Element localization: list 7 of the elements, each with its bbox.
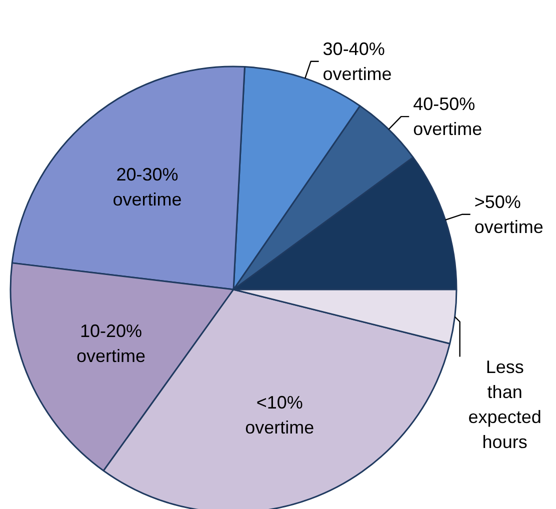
slice-label: 40-50% overtime bbox=[413, 94, 482, 140]
slice-label: >50% overtime bbox=[474, 192, 544, 237]
slice-label: 10-20% overtime bbox=[76, 320, 146, 366]
slice-label: 20-30% overtime bbox=[112, 164, 182, 210]
slice-label: <10% overtime bbox=[245, 392, 314, 438]
slice-label: Less than expected hours bbox=[468, 356, 542, 452]
slice-label: 30-40% overtime bbox=[322, 38, 392, 84]
